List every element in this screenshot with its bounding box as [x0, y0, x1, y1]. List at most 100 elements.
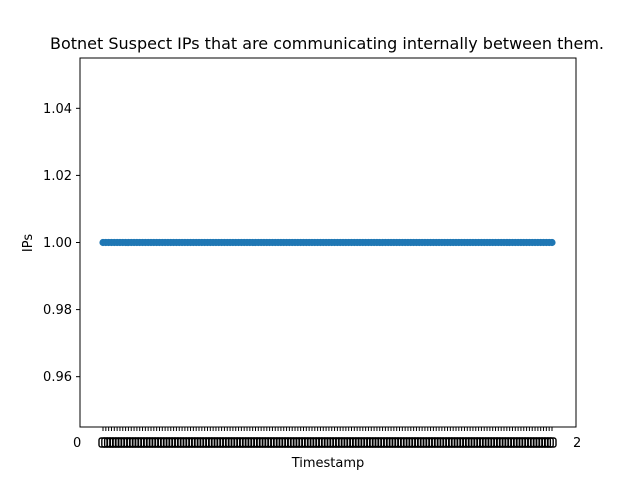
x-tick-label: [445, 437, 456, 448]
x-tick-label: [312, 437, 323, 448]
x-tick-label: [157, 437, 168, 448]
x-tick-label: [239, 437, 249, 448]
x-tick-label: [228, 437, 238, 448]
x-tick-label: [126, 437, 136, 448]
x-tick-label: [318, 437, 328, 448]
x-tick-label: [510, 437, 520, 448]
x-tick-label: [456, 437, 467, 448]
x-tick-label: [98, 437, 108, 448]
x-tick-label: [270, 437, 280, 448]
x-tick-label: [287, 437, 297, 448]
x-tick-label: [135, 437, 145, 448]
x-tick-label: [358, 437, 368, 448]
x-tick-label: [471, 437, 481, 448]
x-tick-label: [451, 437, 461, 448]
x-tick-label: [538, 437, 549, 448]
x-tick-label: [115, 437, 125, 448]
x-tick-label: [459, 437, 470, 448]
y-tick-label: 1.02: [43, 169, 72, 184]
x-tick-label: [541, 437, 552, 448]
x-tick-label: [544, 437, 554, 448]
x-tick-label: [253, 437, 264, 448]
x-tick-label: [279, 437, 289, 448]
x-tick-label: [154, 437, 165, 448]
x-tick-label: [524, 437, 535, 448]
chart-title: Botnet Suspect IPs that are communicatin…: [50, 34, 604, 53]
x-tick-label: [485, 437, 495, 448]
x-tick-label: [462, 437, 472, 448]
x-tick-label: [380, 437, 391, 448]
x-tick-label: [225, 437, 235, 448]
x-tick-label: [143, 437, 153, 448]
x-tick-label: [101, 437, 111, 448]
x-tick-label: [166, 437, 176, 448]
x-tick-label: [118, 437, 128, 448]
x-tick-label: [414, 437, 424, 448]
x-tick-label: [425, 437, 436, 448]
x-tick-label: [202, 437, 213, 448]
x-tick-label: [335, 437, 345, 448]
y-axis-ticks: 0.96 0.98 1.00 1.02 1.04: [43, 102, 80, 385]
x-tick-label: [386, 437, 396, 448]
x-tick-label: [301, 437, 312, 448]
x-tick-label: [188, 437, 199, 448]
x-tick-label: [397, 437, 408, 448]
x-tick-label: [338, 437, 348, 448]
x-tick-label: [383, 437, 393, 448]
x-tick-label: [123, 437, 134, 448]
x-tick-label: [109, 437, 119, 448]
x-tick-label: [304, 437, 314, 448]
x-tick-label: [168, 437, 179, 448]
x-tick-label: [411, 437, 422, 448]
x-tick-label: [406, 437, 416, 448]
x-tick-label: [177, 437, 187, 448]
x-tick-label: [216, 437, 227, 448]
x-tick-label: [439, 437, 450, 448]
x-tick-label: [242, 437, 252, 448]
x-tick-label: [160, 437, 170, 448]
x-tick-label: [324, 437, 334, 448]
x-tick-label: [199, 437, 210, 448]
x-tick-label: [281, 437, 292, 448]
y-tick-label: 1.00: [43, 236, 72, 251]
x-tick-label: [284, 437, 295, 448]
x-tick-label: [332, 437, 343, 448]
x-tick-label: [180, 437, 190, 448]
x-tick-label: [468, 437, 478, 448]
x-tick-label: [103, 437, 114, 448]
x-tick-label: [247, 437, 258, 448]
x-tick-label: [454, 437, 464, 448]
x-tick-label: [536, 437, 546, 448]
x-tick-label: [231, 437, 241, 448]
x-tick-label: [504, 437, 515, 448]
y-tick-label: 0.98: [43, 303, 72, 318]
x-tick-label: [431, 437, 441, 448]
x-tick-label: [391, 437, 402, 448]
x-tick-label: [222, 437, 232, 448]
x-tick-label: [366, 437, 376, 448]
x-tick-label: [140, 437, 151, 448]
x-tick-label: [259, 437, 269, 448]
x-tick-label: [208, 437, 218, 448]
x-tick-label: [521, 437, 532, 448]
x-tick-label: [487, 437, 498, 448]
x-tick-label: [420, 437, 430, 448]
x-tick-label: [149, 437, 159, 448]
data-point: [548, 238, 556, 247]
x-tick-label: [417, 437, 427, 448]
x-tick-label: [499, 437, 509, 448]
x-tick-label: [434, 437, 444, 448]
x-tick-label: [408, 437, 419, 448]
x-axis-label: Timestamp: [291, 456, 365, 471]
x-tick-label: [360, 437, 371, 448]
x-tick-label: [262, 437, 272, 448]
y-axis-label: IPs: [21, 234, 36, 252]
x-tick-label: [293, 437, 303, 448]
x-tick-label: [174, 437, 184, 448]
x-tick-label-fragment: 2: [573, 436, 581, 451]
x-tick-label: [151, 437, 162, 448]
x-tick-label: [442, 437, 453, 448]
x-tick-label: [375, 437, 385, 448]
y-tick-label: 0.96: [43, 370, 72, 385]
x-tick-label: [327, 437, 337, 448]
